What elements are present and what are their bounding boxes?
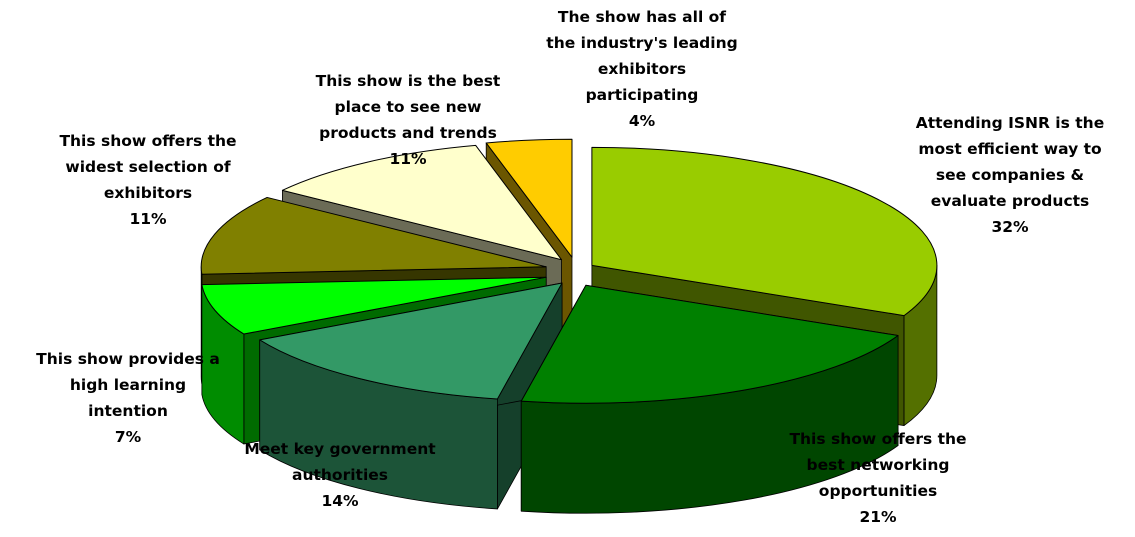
pie-slice-top [201,276,547,335]
slice-label: The show has all of the industry's leadin… [546,8,737,130]
slice-label-line: Attending ISNR is the [916,114,1104,132]
slice-value-label: 4% [629,112,656,130]
slice-label-line: best networking [807,456,950,474]
slice-label-line: place to see new [335,98,482,116]
slice-label-line: products and trends [319,124,497,142]
slice-label-line: widest selection of [65,158,230,176]
pie-labels: Attending ISNR is the most efficient way … [36,8,1104,526]
slice-label-line: This show offers the [59,132,236,150]
slice-label-line: exhibitors [598,60,686,78]
slice-label-line: participating [586,86,699,104]
pie-slice-top [200,196,547,275]
slice-label-line: authorities [292,466,388,484]
slice-label: Meet key government authorities 14% [244,440,436,510]
slice-label-line: exhibitors [104,184,192,202]
slice-label: This show is the best place to see new pro… [316,72,501,168]
slice-label-line: The show has all of [558,8,726,26]
pie-slice-top [591,146,938,317]
slice-value-label: 32% [991,218,1029,236]
pie-slice-top [520,284,899,404]
pie-slice-top [485,138,573,258]
slice-label-line: high learning [70,376,186,394]
slice-label-line: opportunities [819,482,937,500]
slice-value-label: 11% [389,150,427,168]
slice-label: This show offers the widest selection of e… [59,132,236,228]
slice-label-line: intention [88,402,168,420]
pie-slice-top [281,144,563,261]
slice-value-label: 14% [321,492,359,510]
pie-slice-top [259,282,563,400]
slice-label-line: evaluate products [931,192,1090,210]
pie-slice [520,284,899,514]
slice-value-label: 11% [129,210,167,228]
slice-label-line: see companies & [936,166,1084,184]
slice-label-line: most efficient way to [918,140,1101,158]
slice-value-label: 7% [115,428,142,446]
slice-value-label: 21% [859,508,897,526]
pie-slices [200,138,938,514]
slice-label-line: Meet key government [244,440,436,458]
slice-label: This show provides a high learning intenti… [36,350,220,446]
slice-label-line: This show offers the [789,430,966,448]
slice-label: Attending ISNR is the most efficient way … [916,114,1104,236]
slice-label-line: This show provides a [36,350,220,368]
slice-label: This show offers the best networking oppor… [789,430,966,526]
slice-label-line: This show is the best [316,72,501,90]
pie-slice [259,282,563,510]
slice-label-line: the industry's leading [546,34,737,52]
